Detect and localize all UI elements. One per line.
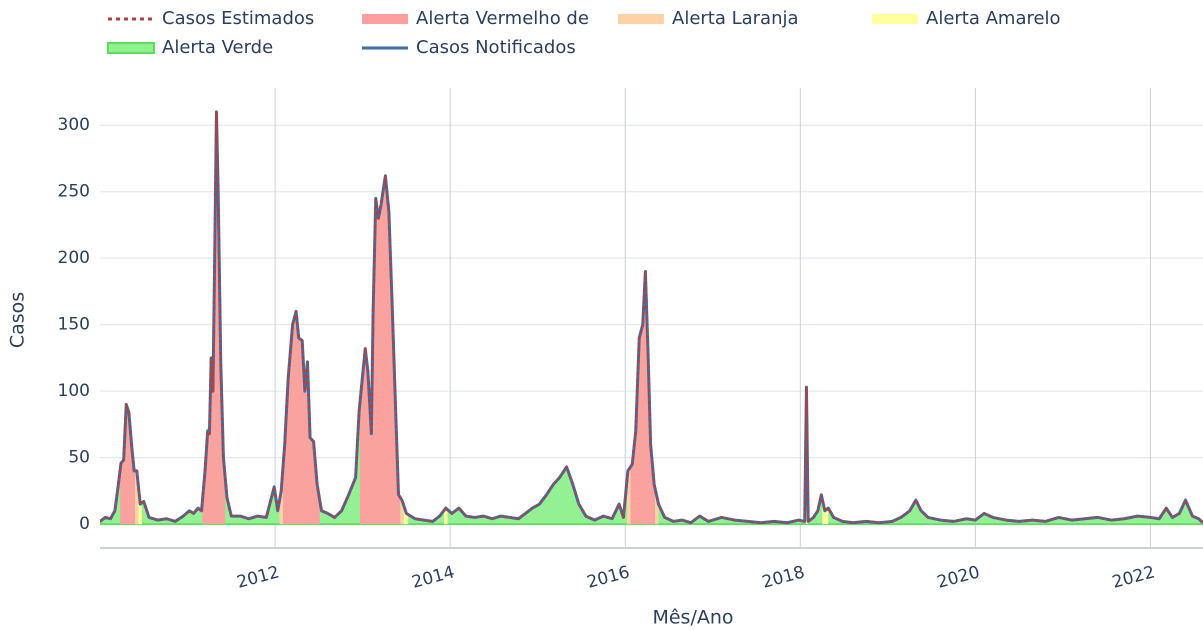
legend-symbol (872, 14, 918, 24)
x-tick-label: 2012 (235, 562, 282, 593)
legend: Casos Estimados Alerta Vermelho de Alerta … (107, 8, 1061, 58)
legend-label: Alerta Amarelo (926, 8, 1061, 29)
legend-label: Alerta Verde (162, 37, 273, 58)
x-tick-label: 2014 (410, 562, 457, 593)
legend-label: Casos Estimados (162, 8, 314, 29)
series-line (100, 110, 1203, 524)
x-tick-label: 2022 (1110, 562, 1157, 593)
legend-label: Alerta Vermelho de (416, 8, 589, 29)
alert-area (630, 271, 656, 525)
x-tick-label: 2020 (935, 562, 982, 593)
y-tick-label: 0 (79, 514, 90, 534)
legend-symbol (107, 42, 155, 54)
x-tick-label: 2016 (585, 562, 632, 593)
alert-area (202, 111, 226, 525)
alert-area (282, 311, 320, 525)
alert-area (120, 404, 136, 525)
legend-symbol (362, 14, 408, 24)
grid: 0 50 100 150 200 250 300 2012 2014 2016 2018 2020 20… (58, 88, 1203, 593)
legend-symbol (618, 14, 664, 24)
y-tick-label: 100 (58, 381, 90, 401)
y-tick-label: 200 (58, 248, 90, 268)
y-tick-label: 150 (58, 315, 90, 335)
y-axis-title: Casos (7, 292, 29, 348)
plot-lines (100, 110, 1203, 525)
alert-area (444, 508, 448, 525)
y-tick-label: 250 (58, 182, 90, 202)
x-axis-title: Mês/Ano (652, 607, 733, 629)
x-tick-label: 2018 (760, 562, 807, 593)
legend-label: Casos Notificados (416, 37, 576, 58)
legend-label: Alerta Laranja (672, 8, 799, 29)
y-tick-label: 300 (58, 115, 90, 135)
y-tick-label: 50 (68, 448, 90, 468)
